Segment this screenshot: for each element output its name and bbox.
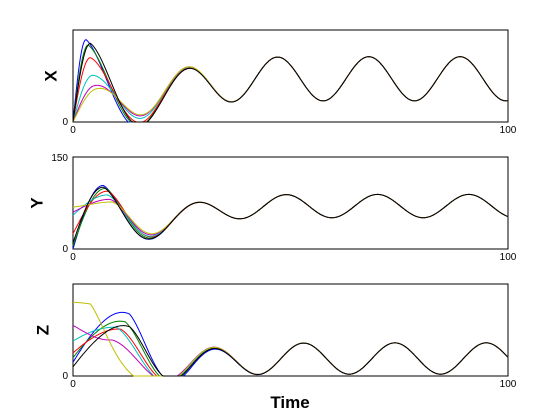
plot-frame-x bbox=[72, 29, 509, 123]
series-line-x-7 bbox=[72, 42, 509, 123]
xtick-x-0: 0 bbox=[70, 125, 76, 136]
series-line-x-3 bbox=[72, 56, 509, 123]
panel-z: Z 0 0 100 bbox=[33, 283, 517, 390]
ytick-z-0: 0 bbox=[62, 371, 68, 382]
series-line-x-1 bbox=[72, 38, 509, 123]
ytick-y-150: 150 bbox=[51, 153, 68, 164]
ylabel-x: X bbox=[41, 70, 60, 82]
series-line-z-7 bbox=[72, 325, 509, 377]
series-group-x bbox=[72, 38, 509, 123]
series-line-x-4 bbox=[72, 56, 509, 123]
ylabel-y: Y bbox=[27, 197, 46, 209]
series-line-x-5 bbox=[72, 56, 509, 123]
series-line-z-1 bbox=[72, 311, 509, 377]
xlabel-time: Time bbox=[270, 393, 309, 412]
ytick-y-0: 0 bbox=[62, 244, 68, 255]
series-line-y-5 bbox=[72, 193, 509, 236]
panel-y: Y 150 0 0 100 bbox=[27, 153, 516, 263]
xtick-x-100: 100 bbox=[500, 125, 517, 136]
xtick-y-100: 100 bbox=[500, 252, 517, 263]
series-line-x-6 bbox=[72, 56, 509, 123]
series-line-z-6 bbox=[72, 301, 509, 377]
ylabel-z: Z bbox=[33, 325, 52, 335]
plot-frame-z bbox=[72, 283, 509, 377]
xtick-y-0: 0 bbox=[70, 252, 76, 263]
series-line-y-7 bbox=[72, 186, 509, 244]
series-line-y-4 bbox=[72, 193, 509, 237]
xtick-z-0: 0 bbox=[70, 379, 76, 390]
ytick-x-0: 0 bbox=[62, 117, 68, 128]
xtick-z-100: 100 bbox=[500, 379, 517, 390]
plot-frame-y bbox=[72, 156, 509, 250]
panel-x: X 0 0 100 bbox=[41, 29, 517, 136]
series-line-z-3 bbox=[72, 328, 509, 377]
series-group-y bbox=[72, 185, 509, 250]
series-line-x-2 bbox=[72, 44, 509, 123]
series-line-y-2 bbox=[72, 187, 509, 247]
series-line-z-4 bbox=[72, 326, 509, 377]
series-group-z bbox=[72, 301, 509, 377]
